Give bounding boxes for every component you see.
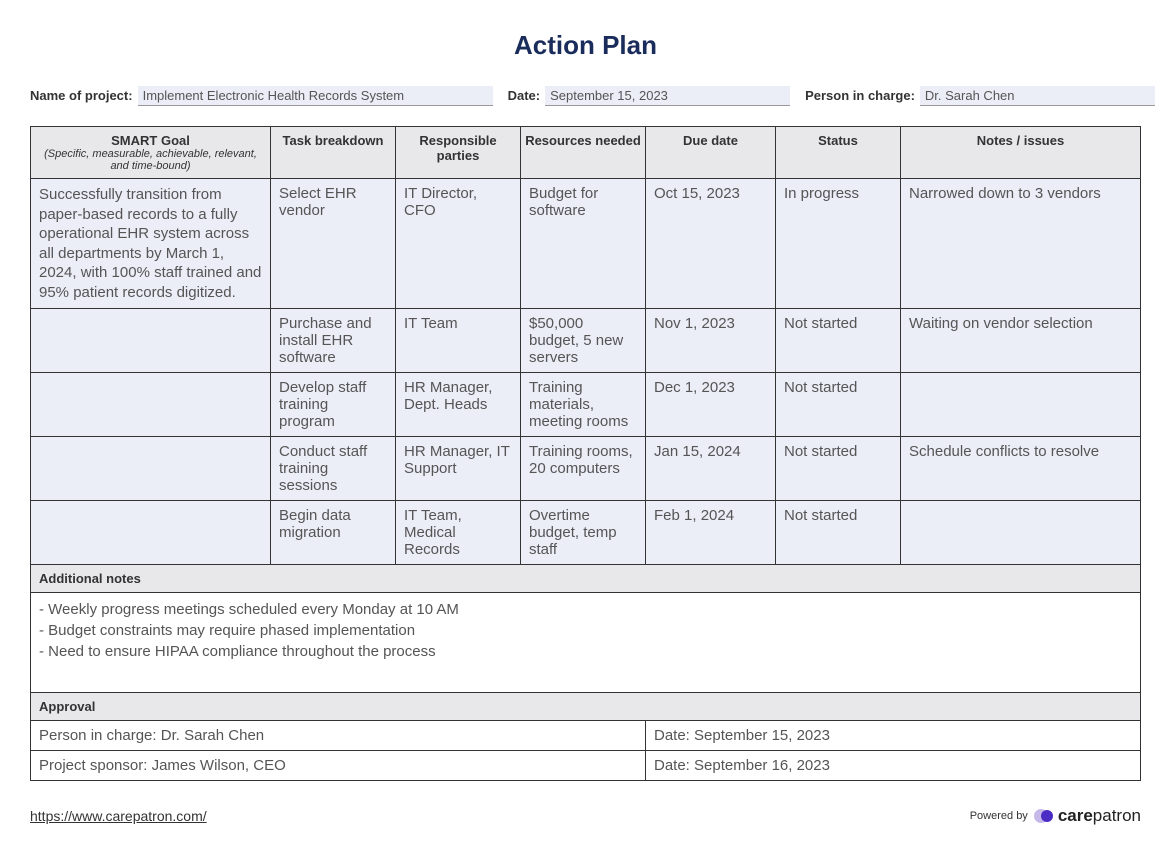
col-due: Due date <box>646 127 776 179</box>
table-row: Begin data migrationIT Team, Medical Rec… <box>31 501 1141 565</box>
action-table: SMART Goal (Specific, measurable, achiev… <box>30 126 1141 781</box>
smart-goal-cell[interactable] <box>31 309 271 373</box>
col-resp: Responsible parties <box>396 127 521 179</box>
additional-notes-content[interactable]: - Weekly progress meetings scheduled eve… <box>31 593 1141 693</box>
col-smart-sub: (Specific, measurable, achievable, relev… <box>35 148 266 172</box>
date-label: Date: <box>508 88 541 103</box>
cell-notes[interactable] <box>901 501 1141 565</box>
cell-due[interactable]: Dec 1, 2023 <box>646 373 776 437</box>
page-title: Action Plan <box>30 30 1141 61</box>
footer-link[interactable]: https://www.carepatron.com/ <box>30 808 207 824</box>
cell-status[interactable]: Not started <box>776 373 901 437</box>
table-row: Conduct staff training sessionsHR Manage… <box>31 437 1141 501</box>
cell-resp[interactable]: HR Manager, IT Support <box>396 437 521 501</box>
cell-notes[interactable]: Narrowed down to 3 vendors <box>901 179 1141 309</box>
cell-status[interactable]: Not started <box>776 501 901 565</box>
cell-res[interactable]: $50,000 budget, 5 new servers <box>521 309 646 373</box>
approval-row-pic: Person in charge: Dr. Sarah Chen Date: S… <box>31 721 1141 751</box>
cell-resp[interactable]: IT Team <box>396 309 521 373</box>
cell-due[interactable]: Nov 1, 2023 <box>646 309 776 373</box>
cell-task[interactable]: Conduct staff training sessions <box>271 437 396 501</box>
cell-res[interactable]: Training rooms, 20 computers <box>521 437 646 501</box>
smart-goal-cell[interactable] <box>31 501 271 565</box>
pic-value[interactable]: Dr. Sarah Chen <box>161 727 264 744</box>
sponsor-date-value[interactable]: September 16, 2023 <box>694 757 830 774</box>
cell-notes[interactable]: Schedule conflicts to resolve <box>901 437 1141 501</box>
smart-goal-cell[interactable] <box>31 373 271 437</box>
project-name-field: Name of project: Implement Electronic He… <box>30 86 493 106</box>
footer: https://www.carepatron.com/ Powered by c… <box>30 806 1141 826</box>
smart-goal-cell[interactable]: Successfully transition from paper-based… <box>31 179 271 309</box>
pic-date-label: Date: <box>654 727 690 744</box>
cell-task[interactable]: Purchase and install EHR software <box>271 309 396 373</box>
header-fields: Name of project: Implement Electronic He… <box>30 86 1141 106</box>
sponsor-label: Project sponsor: <box>39 757 147 774</box>
cell-status[interactable]: In progress <box>776 179 901 309</box>
sponsor-value[interactable]: James Wilson, CEO <box>152 757 286 774</box>
cell-notes[interactable] <box>901 373 1141 437</box>
approval-header: Approval <box>31 693 1141 721</box>
cell-notes[interactable]: Waiting on vendor selection <box>901 309 1141 373</box>
cell-res[interactable]: Overtime budget, temp staff <box>521 501 646 565</box>
powered-by-label: Powered by <box>970 810 1028 822</box>
smart-goal-cell[interactable] <box>31 437 271 501</box>
cell-due[interactable]: Jan 15, 2024 <box>646 437 776 501</box>
person-label: Person in charge: <box>805 88 915 103</box>
additional-notes-header: Additional notes <box>31 565 1141 593</box>
table-header-row: SMART Goal (Specific, measurable, achiev… <box>31 127 1141 179</box>
cell-status[interactable]: Not started <box>776 437 901 501</box>
cell-res[interactable]: Budget for software <box>521 179 646 309</box>
pic-date-value[interactable]: September 15, 2023 <box>694 727 830 744</box>
col-smart: SMART Goal (Specific, measurable, achiev… <box>31 127 271 179</box>
date-value[interactable]: September 15, 2023 <box>545 86 790 106</box>
cell-due[interactable]: Oct 15, 2023 <box>646 179 776 309</box>
date-field: Date: September 15, 2023 <box>508 86 791 106</box>
project-name-label: Name of project: <box>30 88 133 103</box>
powered-by: Powered by carepatron <box>970 806 1141 826</box>
table-row: Successfully transition from paper-based… <box>31 179 1141 309</box>
sponsor-date-label: Date: <box>654 757 690 774</box>
cell-resp[interactable]: IT Team, Medical Records <box>396 501 521 565</box>
col-notes: Notes / issues <box>901 127 1141 179</box>
approval-row-sponsor: Project sponsor: James Wilson, CEO Date:… <box>31 751 1141 781</box>
col-res: Resources needed <box>521 127 646 179</box>
brand-icon <box>1034 808 1054 824</box>
cell-resp[interactable]: IT Director, CFO <box>396 179 521 309</box>
cell-res[interactable]: Training materials, meeting rooms <box>521 373 646 437</box>
table-row: Purchase and install EHR softwareIT Team… <box>31 309 1141 373</box>
approval-label: Approval <box>31 693 1141 721</box>
pic-label: Person in charge: <box>39 727 157 744</box>
cell-task[interactable]: Begin data migration <box>271 501 396 565</box>
col-task: Task breakdown <box>271 127 396 179</box>
person-value[interactable]: Dr. Sarah Chen <box>920 86 1155 106</box>
col-smart-label: SMART Goal <box>111 133 190 148</box>
col-status: Status <box>776 127 901 179</box>
project-name-value[interactable]: Implement Electronic Health Records Syst… <box>138 86 493 106</box>
cell-due[interactable]: Feb 1, 2024 <box>646 501 776 565</box>
cell-task[interactable]: Select EHR vendor <box>271 179 396 309</box>
brand-name: carepatron <box>1058 806 1141 826</box>
additional-notes-label: Additional notes <box>31 565 1141 593</box>
additional-notes-row: - Weekly progress meetings scheduled eve… <box>31 593 1141 693</box>
table-row: Develop staff training programHR Manager… <box>31 373 1141 437</box>
cell-resp[interactable]: HR Manager, Dept. Heads <box>396 373 521 437</box>
person-field: Person in charge: Dr. Sarah Chen <box>805 86 1155 106</box>
brand-logo: carepatron <box>1034 806 1141 826</box>
cell-task[interactable]: Develop staff training program <box>271 373 396 437</box>
cell-status[interactable]: Not started <box>776 309 901 373</box>
